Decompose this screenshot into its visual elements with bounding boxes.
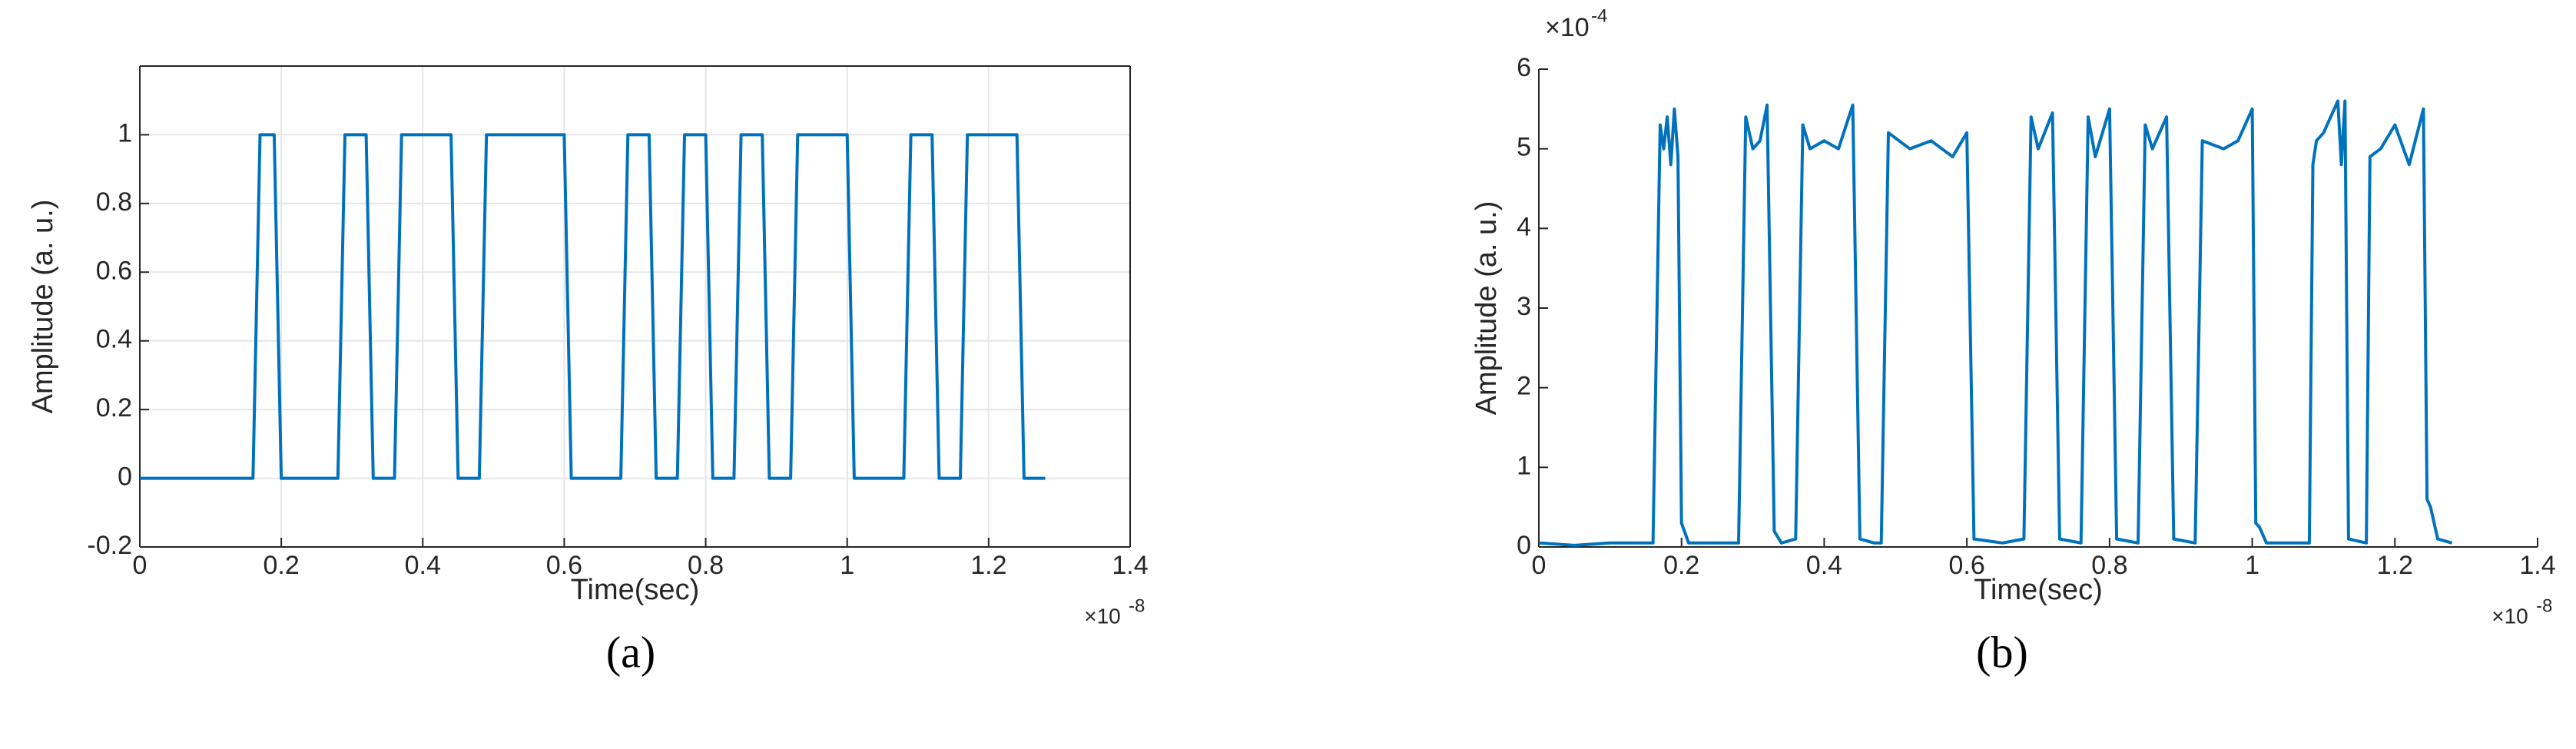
panel-label: (a) xyxy=(606,627,655,677)
x-tick-label: 0.8 xyxy=(2091,551,2127,580)
x-tick-label: 1.4 xyxy=(1112,551,1148,580)
x-tick-label: 0 xyxy=(1532,551,1547,580)
panel-label: (b) xyxy=(1976,627,2028,677)
data-line xyxy=(1538,99,2453,547)
plot-area xyxy=(140,66,1130,547)
y-tick-label: 0.8 xyxy=(96,187,132,217)
y-tick-label: 0.6 xyxy=(96,256,132,285)
x-tick-label: 0.6 xyxy=(546,551,582,580)
y-tick-label: 2 xyxy=(1517,372,1531,401)
y-tick-label: 5 xyxy=(1517,133,1531,162)
x-multiplier: ×10 xyxy=(1084,604,1121,628)
y-tick-label: 1 xyxy=(1517,451,1531,480)
y-tick-label: -0.2 xyxy=(87,531,132,560)
y-tick-label: 4 xyxy=(1517,212,1531,241)
x-tick-label: 0.6 xyxy=(1949,551,1985,580)
y-multiplier: ×10 xyxy=(1545,13,1590,42)
y-tick-label: 0 xyxy=(1517,531,1531,560)
x-tick-label: 0.4 xyxy=(1806,551,1842,580)
y-tick-label: 1 xyxy=(118,118,132,147)
x-multiplier-exponent: -8 xyxy=(2536,595,2552,616)
y-tick-label: 0 xyxy=(118,462,132,492)
x-tick-label: 0.2 xyxy=(1663,551,1699,580)
x-tick-label: 1 xyxy=(2245,551,2259,580)
y-tick-label: 6 xyxy=(1517,53,1531,82)
x-tick-label: 0.4 xyxy=(405,551,441,580)
y-tick-label: 0.4 xyxy=(96,325,132,354)
x-tick-label: 1.4 xyxy=(2519,551,2555,580)
x-tick-label: 1.2 xyxy=(2377,551,2413,580)
x-tick-label: 0 xyxy=(133,551,148,580)
x-tick-label: 0.8 xyxy=(688,551,724,580)
x-multiplier-exponent: -8 xyxy=(1129,595,1145,616)
y-axis-label: Amplitude (a. u.) xyxy=(27,200,59,414)
data-line xyxy=(140,133,1046,480)
y-axis-label: Amplitude (a. u.) xyxy=(1470,201,1503,416)
x-axis-label: Time(sec) xyxy=(571,574,699,606)
x-tick-label: 1 xyxy=(840,551,854,580)
x-tick-label: 1.2 xyxy=(970,551,1006,580)
x-axis-label: Time(sec) xyxy=(1974,574,2102,606)
x-tick-label: 0.2 xyxy=(264,551,300,580)
y-tick-label: 0.2 xyxy=(96,393,132,423)
y-multiplier-exponent: -4 xyxy=(1591,5,1607,26)
y-tick-label: 3 xyxy=(1517,292,1531,321)
x-multiplier: ×10 xyxy=(2491,604,2528,628)
